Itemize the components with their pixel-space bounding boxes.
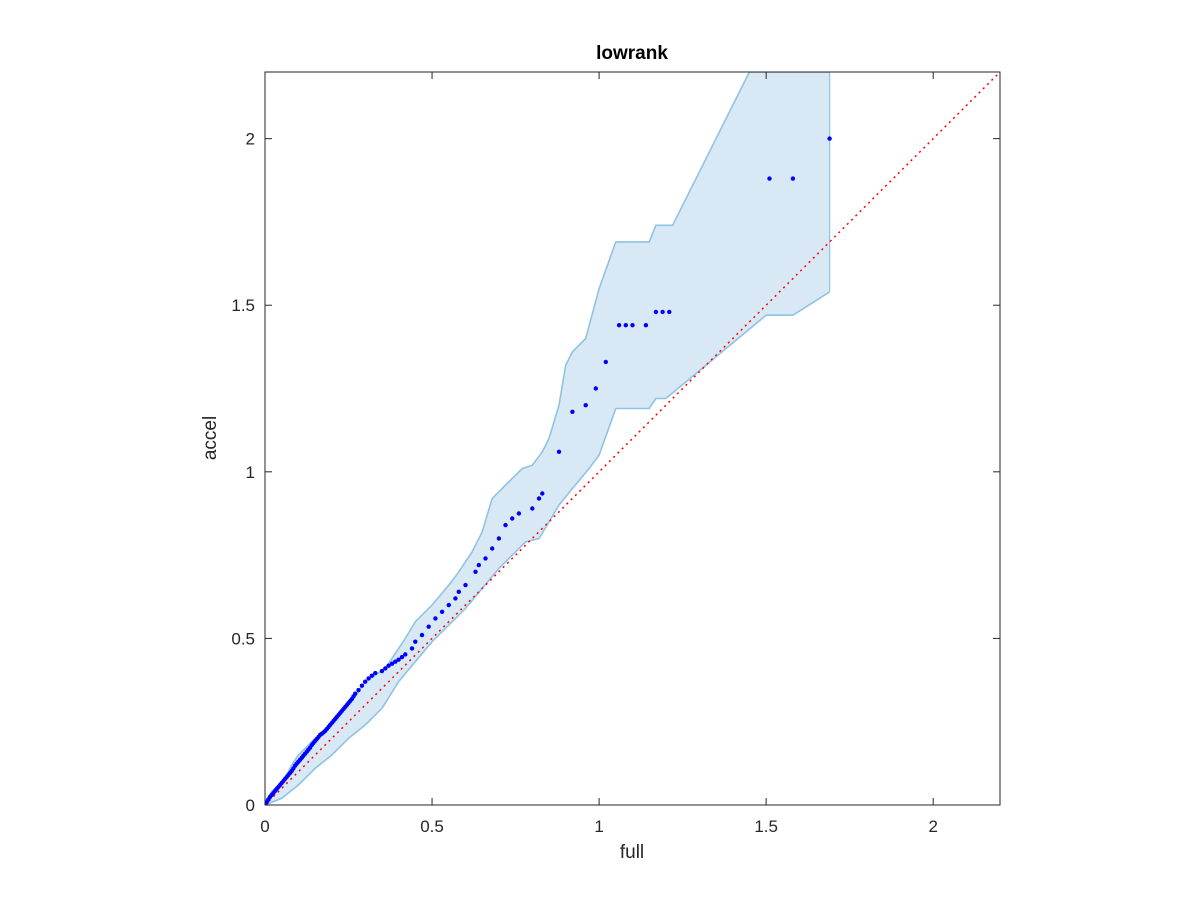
- confidence-band-fill: [265, 72, 830, 805]
- data-point: [456, 589, 461, 594]
- data-point: [366, 676, 371, 681]
- data-point: [583, 403, 588, 408]
- data-point: [483, 556, 488, 561]
- x-tick-label: 1.5: [754, 817, 778, 836]
- data-point: [463, 582, 468, 588]
- chart-title: lowrank: [596, 43, 668, 64]
- data-point: [643, 323, 649, 328]
- data-point: [623, 323, 628, 328]
- data-point: [603, 359, 608, 365]
- reference-line: [265, 72, 1000, 805]
- data-point: [359, 683, 365, 688]
- data-point: [536, 496, 542, 501]
- plot-frame: [264, 71, 1001, 806]
- x-tick-label: 0.5: [420, 817, 444, 836]
- y-tick-label: 2: [246, 130, 255, 149]
- y-axis-label: accel: [200, 416, 221, 460]
- x-axis-label: full: [620, 842, 644, 863]
- data-point: [386, 663, 391, 668]
- data-point: [413, 639, 418, 644]
- scatter-points-layer: [265, 136, 832, 805]
- data-point: [453, 596, 458, 601]
- reference-line-layer: [265, 72, 1000, 805]
- y-tick-label: 1.5: [231, 296, 255, 315]
- data-point: [356, 687, 361, 693]
- data-point: [363, 679, 368, 684]
- x-tick-label: 1: [594, 817, 603, 836]
- data-point: [616, 323, 622, 328]
- data-point: [556, 449, 562, 454]
- data-point: [389, 661, 395, 666]
- y-tick-label: 1: [246, 463, 255, 482]
- data-point: [403, 652, 408, 657]
- data-point: [373, 670, 378, 676]
- data-point: [630, 323, 635, 328]
- data-point: [496, 536, 502, 541]
- data-point: [399, 654, 405, 660]
- data-point: [503, 522, 508, 528]
- axis-ticks-layer: 0 0.5 1 1.5 2 0 0.5 1 1.5 2: [231, 72, 1000, 836]
- data-point: [393, 659, 398, 664]
- data-point: [396, 657, 401, 662]
- data-point: [593, 386, 598, 391]
- data-point: [516, 511, 522, 516]
- confidence-band-lower: [265, 291, 831, 805]
- data-point: [653, 309, 659, 315]
- data-point: [369, 673, 375, 678]
- x-tick-label: 2: [928, 817, 937, 836]
- data-point: [426, 624, 431, 629]
- data-point: [476, 562, 481, 568]
- data-point: [419, 632, 425, 638]
- data-point: [667, 309, 672, 315]
- data-point: [353, 691, 358, 696]
- data-point: [660, 309, 665, 315]
- data-point: [570, 409, 575, 414]
- data-point: [383, 666, 388, 671]
- y-tick-label: 0.5: [231, 629, 255, 648]
- data-point: [433, 616, 438, 621]
- data-point: [510, 516, 515, 521]
- data-point: [473, 569, 478, 574]
- data-point: [490, 546, 495, 551]
- data-point: [540, 491, 545, 496]
- data-point: [409, 646, 415, 651]
- data-point: [827, 136, 832, 141]
- data-point: [439, 609, 445, 614]
- y-tick-label: 0: [246, 796, 255, 815]
- data-point: [790, 176, 796, 181]
- data-point: [446, 602, 451, 608]
- data-point: [379, 668, 385, 674]
- data-point: [530, 506, 535, 511]
- data-point: [767, 176, 772, 181]
- x-tick-label: 0: [260, 817, 269, 836]
